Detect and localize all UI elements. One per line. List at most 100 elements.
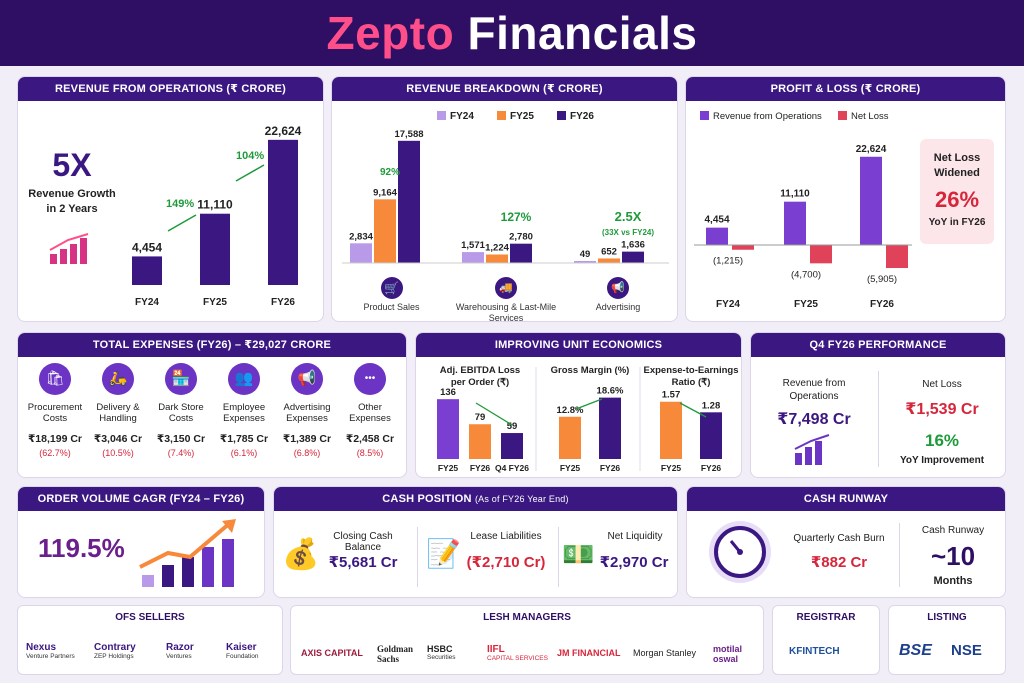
q4-improvement-label: YoY Improvement	[899, 455, 985, 466]
expense-value: ₹3,150 Cr	[156, 433, 206, 445]
megaphone-icon: 📢	[291, 363, 323, 395]
unit-value-label: 18.6%	[597, 386, 624, 397]
unit-economics-card: IMPROVING UNIT ECONOMICS Adj. EBITDA Los…	[415, 332, 742, 478]
lease-label: Lease Liabilities	[470, 531, 542, 542]
expense-share: (10.5%)	[102, 448, 134, 458]
q4-loss-label: Net Loss	[922, 379, 962, 390]
runway-label: Cash Runway	[921, 525, 985, 536]
unit-bar	[700, 412, 722, 459]
growth-chart-icon	[139, 519, 236, 587]
expense-label: Delivery & Handling	[96, 402, 140, 424]
pnl-chart: Revenue from Operations Net Loss 4,454 FY24…	[694, 111, 912, 310]
expense-label: Employee Expenses	[222, 402, 266, 424]
expense-share: (8.5%)	[356, 448, 384, 458]
expense-item: 🛵 Delivery & Handling ₹3,046 Cr (10.5%)	[87, 363, 149, 458]
legend-swatch	[700, 111, 709, 120]
pnl-loss-bar	[732, 245, 754, 250]
unit-category-label: FY25	[560, 463, 581, 473]
logo-iifl-name: IIFL	[487, 644, 505, 655]
trend-arrow	[475, 402, 513, 426]
unit-category-label: FY25	[661, 463, 682, 473]
pnl-loss-label: (1,215)	[713, 256, 743, 267]
expense-item: 📢 Advertising Expenses ₹1,389 Cr (6.8%)	[276, 363, 338, 458]
breakdown-label-advertising: Advertising	[595, 302, 641, 312]
logo-kfintech: KFINTECH	[789, 646, 840, 657]
cash-card: CASH POSITION (As of FY26 Year End) 💰 Cl…	[273, 486, 678, 598]
pnl-loss-bar	[810, 245, 832, 264]
breakdown-value-label: 2,780	[509, 232, 533, 243]
unit-bar	[437, 399, 459, 459]
lease-value: (₹2,710 Cr)	[466, 554, 546, 571]
pnl-category-label: FY24	[716, 299, 740, 310]
expense-item: ••• Other Expenses ₹2,458 Cr (8.5%)	[339, 363, 401, 458]
unit-chart-title: Ratio (₹)	[672, 377, 711, 388]
pnl-loss-bar	[886, 245, 908, 269]
growth-arrow	[235, 164, 265, 182]
q4-rev-label: Revenue from Operations	[782, 378, 846, 402]
runway-header: CASH RUNWAY	[687, 487, 1005, 511]
expense-item: 🏪 Dark Store Costs ₹3,150 Cr (7.4%)	[150, 363, 212, 458]
cart-icon: 🛒	[380, 277, 403, 299]
ofs-sub: Foundation	[226, 653, 259, 660]
expense-value: ₹1,785 Cr	[219, 433, 269, 445]
q4-rev-value: ₹7,498 Cr	[777, 411, 851, 428]
unit-category-label: FY26	[600, 463, 621, 473]
breakdown-value-label: 17,588	[394, 129, 423, 140]
breakdown-bar	[622, 251, 644, 263]
legend-swatch	[838, 111, 847, 120]
breakdown-card: REVENUE BREAKDOWN (₹ CRORE) FY24 FY25 FY26…	[331, 76, 678, 322]
logo-bse: BSE	[899, 642, 932, 659]
pnl-category-label: FY25	[794, 299, 818, 310]
leads-title: LESH MANAGERS	[483, 612, 571, 623]
ofs-title: OFS SELLERS	[115, 612, 185, 623]
revenue-bar	[200, 213, 230, 285]
legend-label: FY26	[570, 111, 594, 122]
breakdown-value-label: 49	[580, 249, 591, 260]
net-loss-callout: Net Loss Widened 26% YoY in FY26	[920, 139, 994, 244]
breakdown-header: REVENUE BREAKDOWN (₹ CRORE)	[332, 77, 677, 101]
revenue-value-label: 11,110	[197, 198, 233, 212]
runway-value: ~10	[930, 541, 976, 571]
title-brand: Zepto	[326, 7, 455, 59]
pnl-revenue-label: 22,624	[856, 144, 887, 155]
unit-value-label: 12.8%	[557, 405, 584, 416]
expense-value: ₹3,046 Cr	[93, 433, 143, 445]
unit-bar	[469, 424, 491, 459]
ofs-name: Nexus	[26, 642, 57, 653]
cash-header: CASH POSITION (As of FY26 Year End)	[274, 487, 677, 511]
ofs-name: Razor	[166, 642, 194, 653]
revenue-chart: 4,454 FY24 11,110 FY25 22,624 FY26 149% 104%	[132, 124, 302, 308]
legend-label: Revenue from Operations	[713, 111, 822, 122]
revenue-category-label: FY26	[271, 297, 295, 308]
expense-label: Dark Store Costs	[158, 402, 204, 424]
logo-hsbc-name: HSBC	[427, 644, 453, 654]
revenue-header: REVENUE FROM OPERATIONS (₹ CRORE)	[18, 77, 323, 101]
cash-balance-label: Closing Cash Balance	[333, 531, 393, 553]
title-bar: Zepto Financials	[0, 0, 1024, 66]
breakdown-value-label: 9,164	[373, 187, 397, 198]
logo-morgan: Morgan Stanley	[633, 648, 697, 658]
logo-axis: AXIS CAPITAL	[301, 648, 363, 658]
listing-title: LISTING	[927, 612, 967, 623]
breakdown-growth-label: 92%	[380, 167, 400, 178]
q4-loss-value: ₹1,539 Cr	[905, 401, 979, 418]
breakdown-bar	[398, 140, 420, 263]
breakdown-value-label: 652	[601, 246, 617, 257]
bar-growth-icon	[794, 434, 830, 465]
breakdown-growth-label: 127%	[501, 210, 532, 224]
unit-bar	[599, 397, 621, 459]
expense-share: (6.8%)	[293, 448, 321, 458]
breakdown-group-advertising: 📢 Advertising	[564, 277, 672, 312]
dots-icon: •••	[354, 363, 386, 395]
ofs-name: Contrary	[94, 642, 136, 653]
net-liquidity-label: Net Liquidity	[607, 531, 663, 542]
pnl-header: PROFIT & LOSS (₹ CRORE)	[686, 77, 1005, 101]
expense-label: Procurement Costs	[27, 402, 83, 424]
expense-share: (6.1%)	[230, 448, 258, 458]
people-icon: 👥	[228, 363, 260, 395]
breakdown-bar	[574, 261, 596, 263]
logo-iifl: IIFL CAPITAL SERVICES	[487, 644, 548, 662]
revenue-multiple: 5X	[52, 147, 92, 183]
callout-sub: YoY in FY26	[928, 217, 986, 228]
breakdown-chart: FY24 FY25 FY26 2,834 1,571 49 9,164 1,224 652 17,…	[342, 111, 669, 264]
